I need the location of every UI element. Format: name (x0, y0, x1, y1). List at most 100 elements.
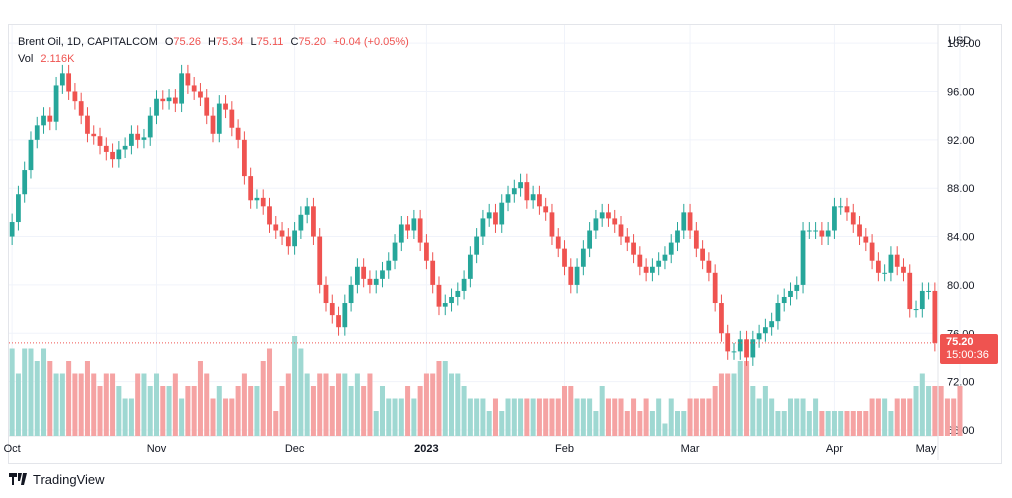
candle-body (580, 248, 586, 267)
volume-bar (944, 398, 950, 436)
volume-bar (612, 398, 618, 436)
volume-legend: Vol 2.116K (18, 53, 78, 65)
volume-bar (266, 348, 273, 436)
volume-bar (863, 411, 869, 436)
candle-body (863, 236, 869, 243)
volume-bar (216, 386, 222, 436)
candle-body (599, 212, 605, 219)
volume-bar (605, 398, 611, 436)
candle-body (555, 236, 561, 249)
volume-bar (693, 398, 699, 436)
candle-body (66, 73, 72, 92)
ohlc-legend: Brent Oil, 1D, CAPITALCOM O75.26 H75.34 … (18, 36, 413, 48)
volume-bar (348, 386, 354, 436)
x-tick-label: Oct (4, 443, 21, 455)
candle-body (28, 139, 34, 171)
volume-bar (618, 398, 624, 436)
volume-bar (223, 398, 229, 436)
candle-body (229, 109, 235, 128)
candle-body (9, 222, 15, 237)
candle-body (493, 212, 498, 225)
volume-bar (310, 386, 316, 436)
candle-body (524, 182, 530, 201)
volume-bar (737, 361, 743, 436)
candle-body (926, 290, 931, 292)
volume-bar (951, 398, 957, 436)
volume-bar (116, 386, 122, 436)
volume-bar (869, 398, 875, 436)
volume-bar (593, 411, 599, 436)
candle-body (675, 230, 680, 243)
volume-bar (505, 398, 511, 436)
candle-body (323, 284, 329, 304)
candle-body (141, 137, 147, 140)
volume-bar (9, 348, 15, 436)
volume-bar (486, 411, 492, 436)
candle-body (857, 224, 862, 237)
volume-bar (681, 411, 687, 436)
brand-footer[interactable]: TradingView (9, 472, 105, 487)
volume-bar (562, 386, 568, 436)
candle-body (398, 224, 404, 243)
volume-bar (279, 386, 285, 436)
y-tick-label: 92.00 (947, 135, 975, 147)
candle-body (624, 236, 630, 243)
candle-body (637, 254, 643, 267)
symbol-label[interactable]: Brent Oil, 1D, CAPITALCOM (18, 36, 158, 48)
volume-bar (568, 386, 574, 436)
y-tick-label: 100.00 (947, 38, 981, 50)
currency-label[interactable]: USD (948, 35, 972, 47)
volume-bar (875, 398, 881, 436)
candle-body (16, 194, 21, 223)
volume-bar (179, 398, 185, 436)
candle-body (461, 278, 467, 291)
candle-body (794, 284, 800, 291)
candle-body (681, 212, 687, 231)
volume-bar (248, 386, 254, 436)
volume-bar (731, 373, 737, 436)
volume-bar (28, 348, 34, 436)
volume-bar (361, 386, 367, 436)
volume-bar (787, 398, 794, 436)
candle-body (706, 260, 712, 273)
volume-bar (135, 373, 141, 436)
candle-body (537, 194, 542, 207)
y-tick-label: 96.00 (947, 86, 975, 98)
volume-bar (22, 348, 28, 436)
candle-body (467, 254, 473, 279)
volume-bar (254, 386, 260, 436)
candle-body (210, 115, 216, 134)
candle-body (825, 230, 831, 237)
candle-body (449, 296, 454, 304)
volume-bar (273, 411, 279, 436)
volume-bar (172, 373, 178, 436)
candle-body (894, 254, 900, 267)
volume-bar (700, 398, 706, 436)
candle-body (442, 303, 448, 307)
y-tick-label: 80.00 (947, 280, 975, 292)
candle-body (913, 309, 919, 311)
candle-body (737, 339, 743, 352)
volume-bar (235, 386, 241, 436)
volume-bar (59, 373, 65, 436)
candle-body (832, 206, 837, 231)
volume-bar (549, 398, 555, 436)
volume-bar (97, 386, 103, 436)
candle-body (511, 188, 517, 195)
candle-body (273, 224, 279, 231)
candle-body (712, 272, 718, 304)
volume-bar (857, 411, 863, 436)
candle-body (154, 98, 159, 116)
candle-body (47, 115, 53, 122)
volume-bar (141, 373, 147, 436)
candle-body (311, 206, 316, 237)
volume-bar (480, 398, 486, 436)
change-value: +0.04 (+0.05%) (333, 36, 409, 48)
volume-bar (674, 411, 681, 436)
volume-bar (492, 398, 498, 436)
volume-bar (84, 361, 90, 436)
candle-body (486, 212, 492, 219)
volume-bar (292, 336, 298, 436)
candle-body (191, 85, 197, 92)
